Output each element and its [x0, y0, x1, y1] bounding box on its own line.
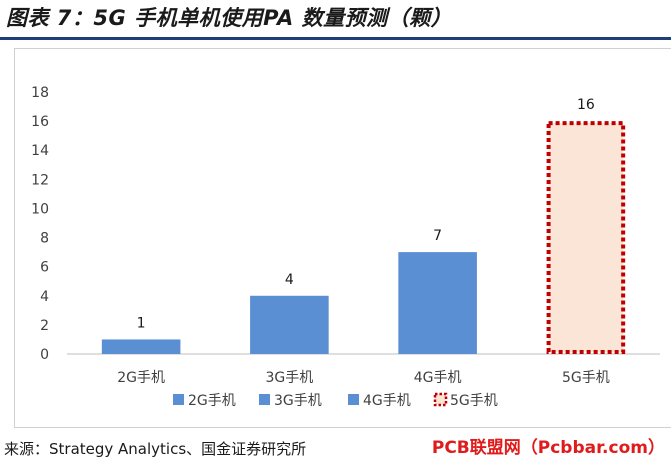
legend-label: 4G手机 — [363, 393, 411, 409]
y-axis-ticks: 0 2 4 6 8 10 12 14 16 18 — [31, 85, 49, 363]
category-labels: 2G手机 3G手机 4G手机 5G手机 — [117, 370, 610, 386]
y-tick-label: 12 — [31, 172, 49, 188]
source-note: 来源：Strategy Analytics、国金证券研究所 — [4, 440, 307, 458]
legend-label: 5G手机 — [450, 393, 498, 409]
legend-swatch — [173, 394, 184, 405]
bars — [101, 121, 626, 354]
y-tick-label: 4 — [40, 289, 49, 305]
y-tick-label: 2 — [40, 318, 49, 334]
data-label: 4 — [285, 272, 294, 288]
legend-swatch-forecast — [433, 392, 448, 407]
y-tick-label: 10 — [31, 201, 49, 217]
y-tick-label: 18 — [31, 85, 49, 101]
figure-title: 图表 7：5G 手机单机使用PA 数量预测（颗） — [6, 6, 453, 30]
category-label: 4G手机 — [414, 370, 462, 386]
legend-label: 2G手机 — [188, 393, 236, 409]
y-tick-label: 16 — [31, 114, 49, 130]
watermark-text: PCB联盟网（Pcbbar.com） — [431, 438, 665, 458]
legend-label: 3G手机 — [274, 393, 322, 409]
category-label: 2G手机 — [117, 370, 165, 386]
y-tick-label: 8 — [40, 231, 49, 247]
y-tick-label: 6 — [40, 260, 49, 276]
legend-swatch — [259, 394, 270, 405]
y-tick-label: 0 — [40, 347, 49, 363]
category-label: 5G手机 — [562, 370, 610, 386]
data-label: 1 — [137, 315, 146, 331]
legend-swatch — [348, 394, 359, 405]
title-rule — [0, 37, 671, 40]
legend: 2G手机 3G手机 4G手机 5G手机 — [173, 392, 498, 409]
bar-2G手机 — [101, 339, 181, 354]
bar-3G手机 — [250, 295, 329, 354]
data-labels: 1 4 7 16 — [137, 97, 595, 331]
data-label: 7 — [433, 228, 442, 244]
category-label: 3G手机 — [265, 370, 313, 386]
data-label: 16 — [577, 97, 595, 113]
y-tick-label: 14 — [31, 143, 49, 159]
bar-4G手机 — [398, 252, 477, 354]
chart-frame: 0 2 4 6 8 10 12 14 16 18 1 4 7 16 2G手机 3G手机 4G手机 5G手机 2… — [14, 48, 671, 428]
bar-5G手机-forecast — [546, 121, 626, 354]
